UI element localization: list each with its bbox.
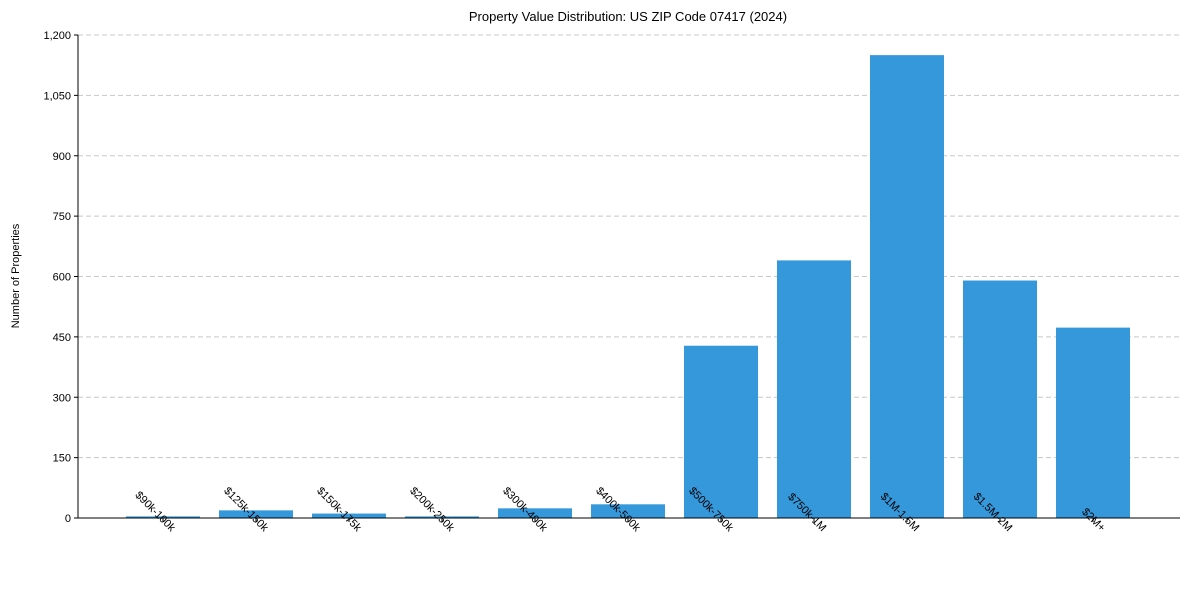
bar (312, 513, 386, 518)
bar (777, 260, 851, 518)
x-tick-label: $150k-175k (314, 485, 363, 534)
x-tick-label: $200k-250k (407, 485, 456, 534)
x-tick-label: $90k-100k (133, 489, 178, 534)
y-tick-label: 900 (53, 151, 71, 163)
y-tick-label: 600 (53, 272, 71, 284)
bar (963, 280, 1037, 518)
y-tick-label: 1,200 (43, 30, 71, 42)
bar (1056, 327, 1130, 518)
y-tick-label: 1,050 (43, 90, 71, 102)
y-axis-label: Number of Properties (10, 223, 22, 328)
y-tick-label: 450 (53, 332, 71, 344)
bar (498, 508, 572, 518)
bar (684, 345, 758, 518)
chart-title: Property Value Distribution: US ZIP Code… (469, 9, 787, 24)
y-tick-label: 750 (53, 211, 71, 223)
bar (219, 510, 293, 518)
y-tick-label: 150 (53, 453, 71, 465)
x-tick-label: $125k-150k (221, 485, 270, 534)
bar (870, 55, 944, 518)
bar (405, 516, 479, 518)
y-tick-label: 0 (65, 513, 71, 525)
y-tick-label: 300 (53, 392, 71, 404)
bar (126, 516, 200, 518)
bar (591, 504, 665, 518)
